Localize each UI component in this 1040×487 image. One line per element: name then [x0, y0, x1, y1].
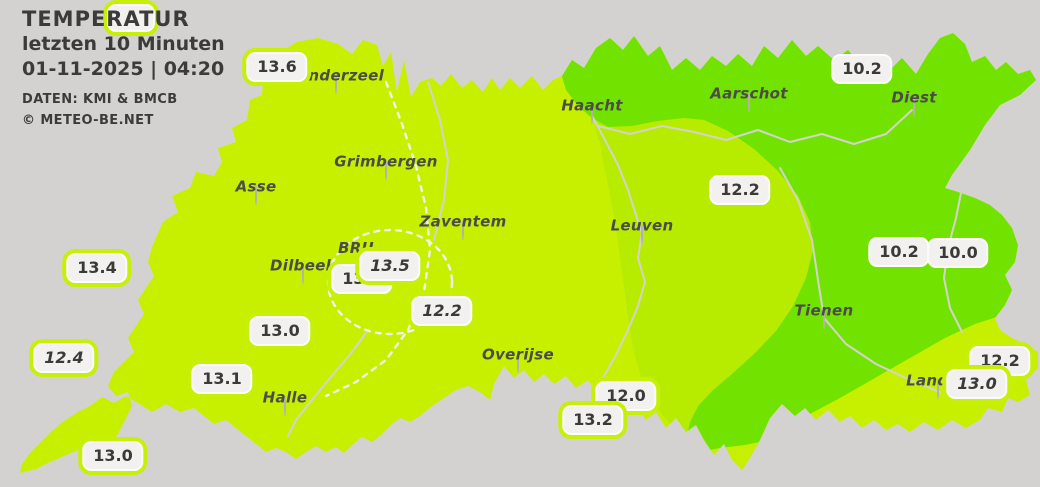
temperature-badge: 12.4 — [33, 343, 95, 373]
city-marker: Landen — [906, 372, 970, 400]
city-dot-icon — [591, 103, 593, 125]
city-label: Haacht — [561, 96, 623, 115]
city-label: Zaventem — [419, 212, 507, 231]
city-dot-icon — [913, 95, 915, 117]
datetime-label: 01-11-2025 | 04:20 — [22, 57, 225, 80]
temperature-badge: 13.5 — [359, 251, 421, 281]
city-dot-icon — [335, 73, 337, 95]
city-label: Asse — [235, 177, 277, 196]
temperature-badge: 12.2 — [709, 175, 771, 205]
city-label: Tienen — [794, 301, 854, 320]
temperature-badge: 13.4 — [66, 253, 128, 283]
city-marker: Grimbergen — [334, 153, 437, 181]
city-dot-icon — [462, 219, 464, 241]
city-dot-icon — [284, 395, 286, 417]
city-label: Dilbeek — [270, 256, 336, 275]
city-marker: Aarschot — [710, 85, 787, 113]
temperature-badge: 12.2 — [411, 296, 473, 326]
city-marker: Diest — [891, 89, 936, 117]
city-marker: Asse — [236, 178, 276, 206]
city-marker: Zaventem — [419, 213, 506, 241]
city-label: Halle — [262, 388, 308, 407]
page-title: TEMPERATUR — [22, 7, 190, 31]
city-marker: Dilbeek — [270, 257, 336, 285]
city-dot-icon — [823, 308, 825, 330]
temperature-badge: 13.0 — [249, 316, 311, 346]
temperature-badge: 13.0 — [82, 441, 144, 471]
city-dot-icon — [517, 352, 519, 374]
copyright-label: © METEO-BE.NET — [22, 113, 154, 129]
data-source-label: DATEN: KMI & BMCB — [22, 91, 178, 107]
city-marker: Overijse — [482, 346, 554, 374]
city-dot-icon — [641, 223, 643, 245]
dashed-border-lines — [324, 80, 454, 398]
header-overlap-badge — [107, 4, 155, 32]
city-label: Aarschot — [710, 84, 788, 103]
temperature-badge: 13.6 — [246, 52, 308, 82]
temperature-badge: 10.0 — [927, 238, 989, 268]
temperature-badge: 10.2 — [868, 237, 930, 267]
city-marker: Halle — [263, 389, 307, 417]
header-block: TEMPERATUR letzten 10 Minuten 01-11-2025… — [22, 4, 225, 131]
city-marker: Tienen — [795, 302, 853, 330]
temperature-badge: 13.0 — [946, 369, 1008, 399]
map-region-dark — [556, 33, 1038, 452]
temperature-badge: 10.2 — [831, 54, 893, 84]
city-dot-icon — [385, 159, 387, 181]
city-marker: Londerzeel — [288, 67, 384, 95]
city-marker: Haacht — [561, 97, 622, 125]
city-marker: Leuven — [611, 217, 673, 245]
city-label: Grimbergen — [334, 152, 438, 171]
city-label: Overijse — [482, 345, 554, 364]
city-dot-icon — [302, 263, 304, 285]
city-label: Londerzeel — [287, 66, 385, 85]
city-dot-icon — [937, 378, 939, 400]
city-label: Diest — [891, 88, 937, 107]
city-dot-icon — [255, 184, 257, 206]
temperature-badge: 13.2 — [562, 405, 624, 435]
city-label: Leuven — [610, 216, 674, 235]
city-dot-icon — [748, 91, 750, 113]
temperature-badge: 13.1 — [191, 364, 253, 394]
page-subtitle: letzten 10 Minuten — [22, 33, 225, 56]
